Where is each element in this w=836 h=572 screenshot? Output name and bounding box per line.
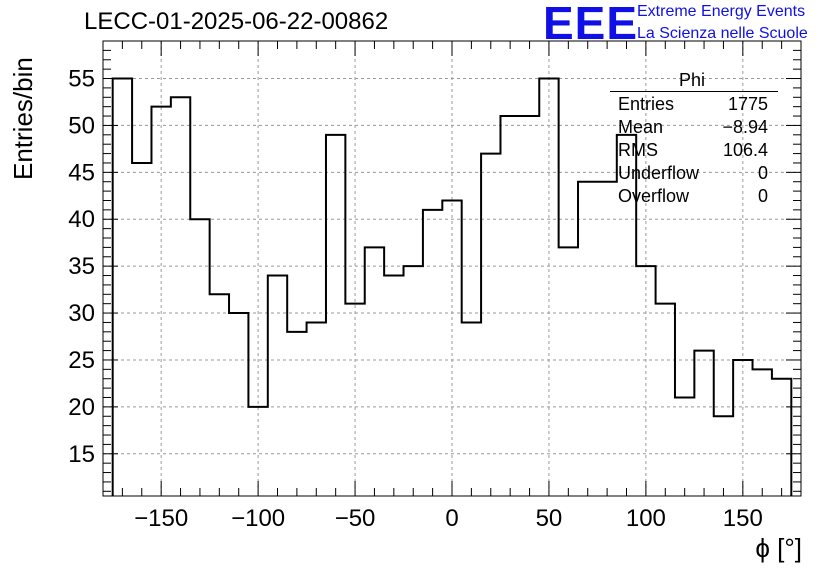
- y-tick-label: 40: [68, 206, 95, 233]
- x-tick-label: −150: [134, 505, 188, 532]
- histogram-bin: [229, 313, 248, 496]
- histogram-bin: [442, 200, 461, 496]
- stat-key-mean: Mean: [618, 117, 664, 137]
- histogram-bin: [462, 322, 481, 496]
- y-axis-label: Entries/bin: [8, 57, 38, 180]
- histogram-series-line: [111, 77, 793, 496]
- logo-line-1: Extreme Energy Events: [637, 3, 806, 20]
- histogram-bin: [268, 276, 287, 496]
- y-tick-label: 45: [68, 159, 95, 186]
- y-tick-label: 15: [68, 441, 95, 468]
- x-tick-label: 150: [723, 505, 763, 532]
- stat-value-underflow: 0: [757, 163, 768, 183]
- histogram-bin: [539, 79, 558, 496]
- histogram-bin: [500, 116, 519, 496]
- histogram-bin: [190, 219, 209, 496]
- x-tick-label: 50: [536, 505, 563, 532]
- y-axis-label-wrap: Entries/bin: [8, 0, 38, 330]
- y-tick-label: 25: [68, 347, 95, 374]
- y-tick-label: 55: [68, 66, 95, 93]
- stat-value-entries: 1775: [727, 94, 768, 114]
- x-tick-label: 100: [626, 505, 666, 532]
- histogram-bin: [423, 210, 442, 496]
- y-tick-label: 20: [68, 394, 95, 421]
- stat-value-rms: 106.4: [722, 140, 768, 160]
- stats-title: Phi: [679, 70, 706, 90]
- stat-key-entries: Entries: [618, 94, 675, 114]
- histogram-bin: [151, 107, 170, 496]
- histogram-bin: [171, 97, 190, 496]
- x-tick-label: −100: [231, 505, 285, 532]
- page-title: LECC-01-2025-06-22-00862: [84, 8, 389, 35]
- histogram-bin: [733, 360, 752, 496]
- histogram-bin: [714, 416, 733, 496]
- histogram-bin: [559, 247, 578, 496]
- x-axis-label: ϕ [°]: [755, 533, 802, 563]
- logo-line-2: La Scienza nelle Scuole: [637, 25, 808, 42]
- x-tick-label: −50: [335, 505, 376, 532]
- histogram-bin: [636, 266, 655, 496]
- histogram-bin: [384, 276, 403, 496]
- histogram-bin: [113, 79, 132, 496]
- x-tick-label: 0: [445, 505, 458, 532]
- stats-divider: [610, 91, 778, 92]
- histogram-bin: [694, 351, 713, 496]
- stat-key-overflow: Overflow: [618, 186, 690, 206]
- y-tick-label: 50: [68, 112, 95, 139]
- histogram-bin: [345, 304, 364, 496]
- stat-value-mean: −8.94: [722, 117, 768, 137]
- eee-logo: EEE: [543, 0, 639, 49]
- histogram-bin: [132, 163, 151, 496]
- histogram-bin: [481, 154, 500, 496]
- histogram-bin: [675, 397, 694, 496]
- histogram-bin: [597, 182, 616, 496]
- stat-key-rms: RMS: [618, 140, 658, 160]
- histogram-bin: [656, 304, 675, 496]
- y-tick-label: 35: [68, 253, 95, 280]
- histogram-bin: [753, 369, 772, 496]
- histogram-bin: [404, 266, 423, 496]
- histogram-bin: [578, 182, 597, 496]
- stat-value-overflow: 0: [757, 186, 768, 206]
- histogram-bin: [326, 135, 345, 496]
- y-tick-label: 30: [68, 300, 95, 327]
- histogram-bin: [365, 247, 384, 496]
- histogram-bin: [210, 294, 229, 496]
- histogram-bin: [307, 322, 326, 496]
- histogram-bin: [287, 332, 306, 496]
- histogram-bin: [772, 379, 791, 496]
- histogram-bin: [520, 116, 539, 496]
- stat-key-underflow: Underflow: [618, 163, 700, 183]
